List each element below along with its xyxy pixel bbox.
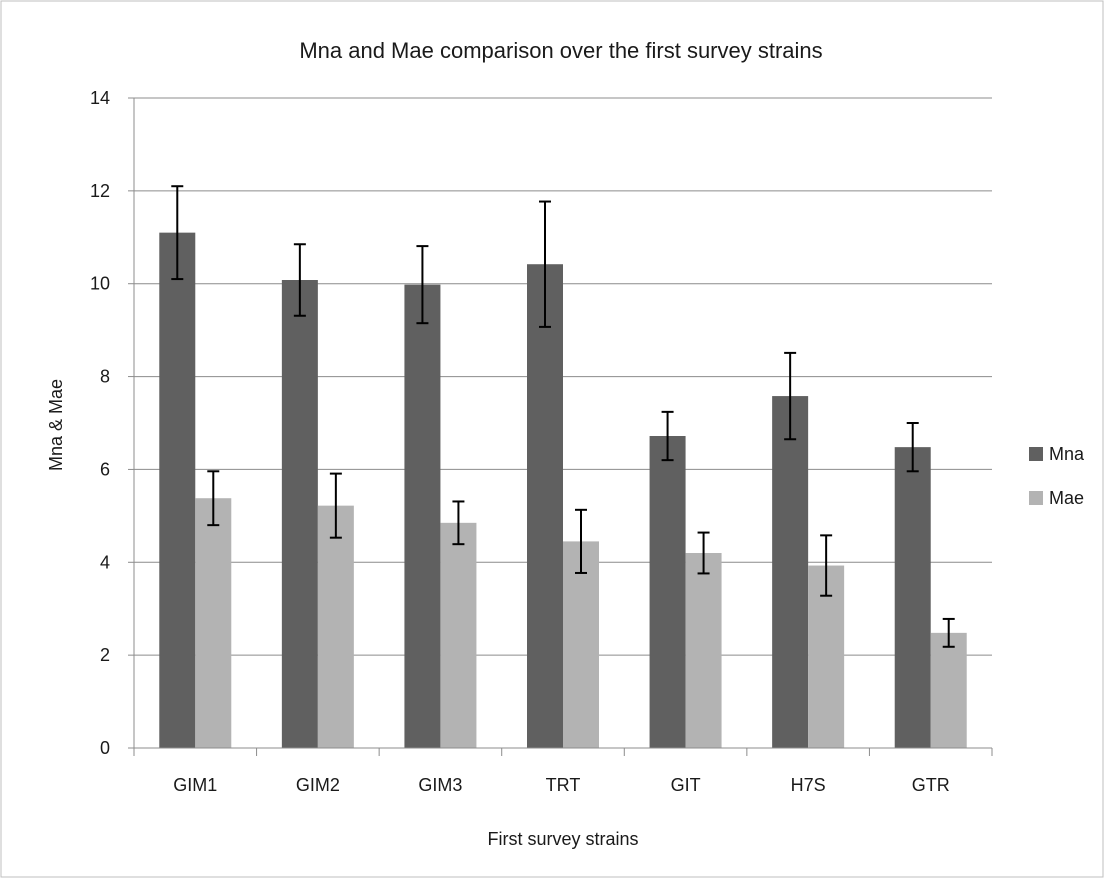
bar-mna	[649, 436, 686, 748]
bar-mae	[317, 505, 354, 748]
bar-mae	[685, 553, 722, 748]
bar-mna	[894, 447, 931, 748]
axes	[128, 97, 993, 756]
bar-mna	[527, 264, 563, 748]
chart-title: Mna and Mae comparison over the first su…	[299, 38, 822, 63]
error-bars	[171, 185, 955, 648]
legend-swatch-mae	[1029, 491, 1043, 505]
x-tick-label: GIM3	[418, 775, 462, 795]
x-tick-label: GIM1	[173, 775, 217, 795]
bar-mna	[404, 284, 441, 748]
y-tick-label: 4	[100, 552, 110, 572]
x-tick-label: GIT	[671, 775, 701, 795]
y-tick-label: 8	[100, 367, 110, 387]
y-tick-label: 12	[90, 181, 110, 201]
x-tick-label: H7S	[791, 775, 826, 795]
x-tick-label: GIM2	[296, 775, 340, 795]
legend: Mna Mae	[1029, 444, 1085, 508]
y-tick-label: 10	[90, 274, 110, 294]
legend-label-mna: Mna	[1049, 444, 1085, 464]
y-tick-label: 0	[100, 738, 110, 758]
bar-mae	[195, 498, 232, 748]
bar-mna	[159, 232, 196, 749]
bar-mna	[772, 396, 809, 748]
bar-mae	[930, 632, 967, 748]
legend-label-mae: Mae	[1049, 488, 1084, 508]
x-tick-label: TRT	[546, 775, 581, 795]
bar-mna	[281, 280, 318, 748]
y-axis-label: Mna & Mae	[46, 379, 66, 471]
tick-labels: 0 2 4 6 8 10 12 14 GIM1 GIM2 GIM3 TRT GIT H7S GTR	[90, 88, 950, 795]
y-tick-label: 6	[100, 459, 110, 479]
bar-mae	[440, 522, 477, 748]
bars	[159, 232, 967, 749]
bar-mae	[563, 541, 599, 748]
y-tick-label: 14	[90, 88, 110, 108]
legend-swatch-mna	[1029, 447, 1043, 461]
y-tick-label: 2	[100, 645, 110, 665]
x-tick-label: GTR	[912, 775, 950, 795]
x-axis-label: First survey strains	[487, 829, 638, 849]
